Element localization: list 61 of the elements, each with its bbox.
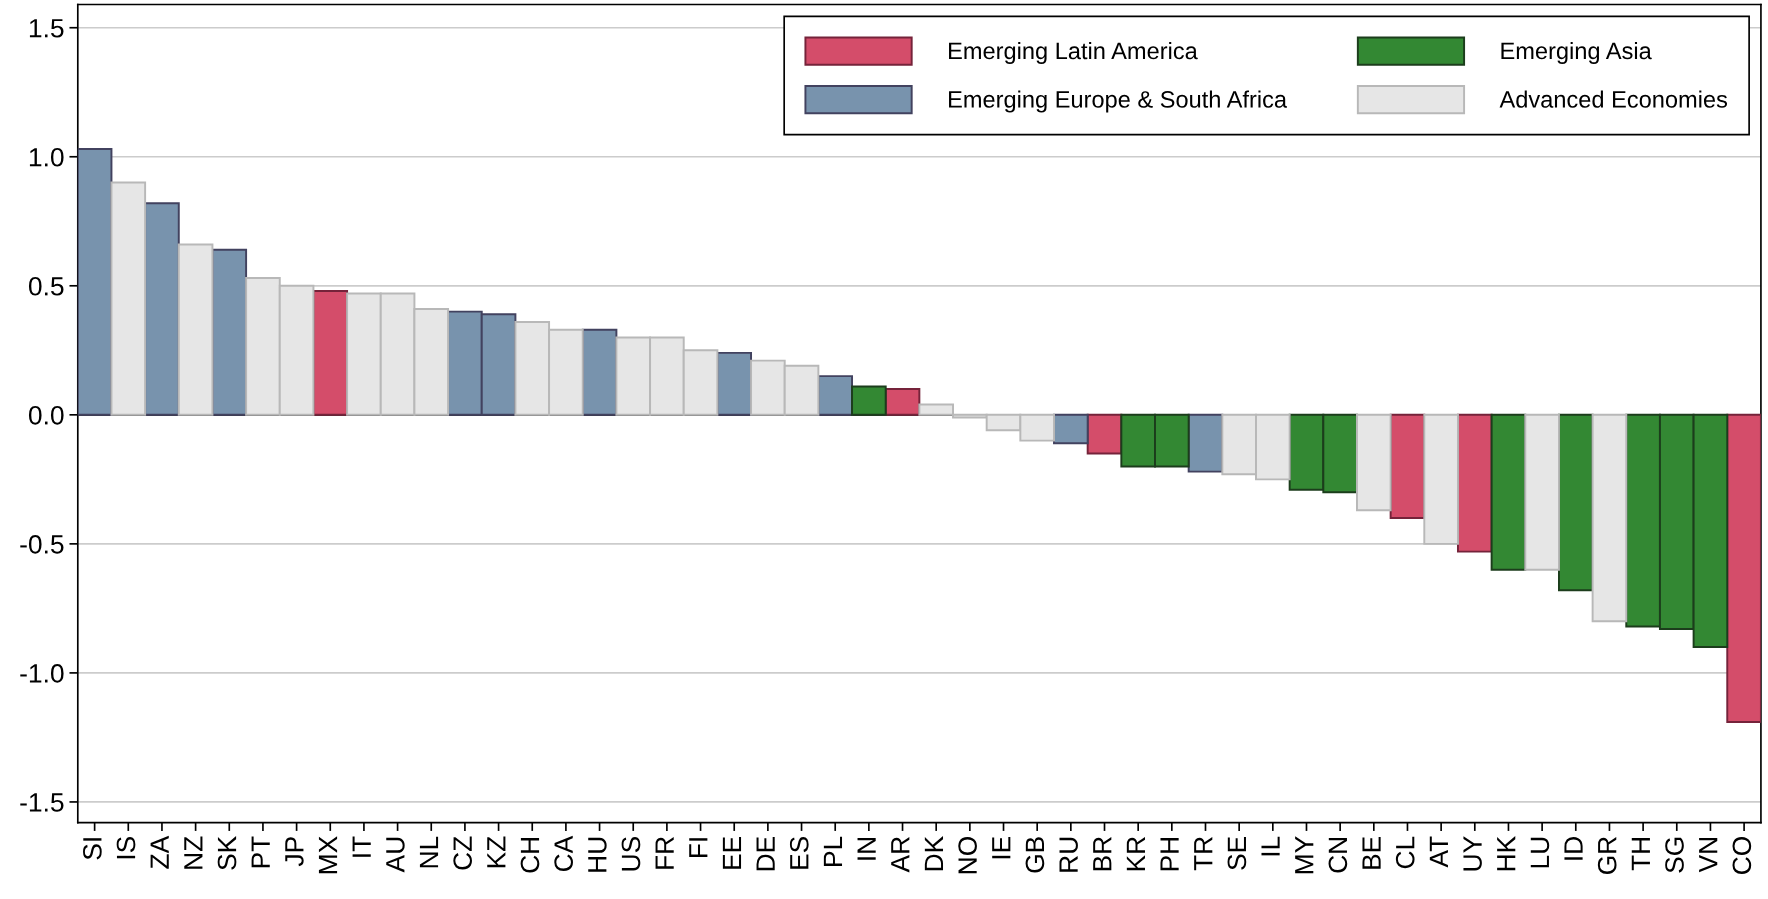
x-tick-label: AU: [386, 837, 405, 873]
x-tick-label: BR: [1093, 837, 1112, 871]
y-tick-label: -1.0: [20, 664, 64, 683]
x-tick-label: HK: [1497, 836, 1516, 871]
legend-label: Emerging Asia: [1501, 41, 1652, 64]
x-tick-label: DE: [756, 836, 775, 871]
x-tick-label: AR: [891, 837, 910, 873]
x-tick-label: CN: [1328, 837, 1348, 873]
legend-label: Emerging Latin America: [949, 41, 1198, 64]
x-tick-label: US: [621, 836, 641, 871]
x-tick-label: CZ: [453, 836, 472, 870]
y-tick-label: 0.0: [28, 405, 64, 425]
x-tick-label: FI: [689, 838, 708, 858]
x-tick-label: SG: [1665, 837, 1684, 873]
x-tick-label: NZ: [184, 836, 203, 869]
x-tick-label: CL: [1395, 836, 1415, 869]
legend-label: Emerging Europe & South Africa: [949, 90, 1288, 113]
x-tick-label: IE: [992, 836, 1011, 859]
x-tick-label: AT: [1429, 836, 1448, 868]
x-tick-label: ZA: [150, 835, 169, 869]
x-tick-label: GR: [1597, 837, 1617, 875]
x-tick-label: CA: [554, 835, 573, 872]
x-tick-label: VN: [1699, 837, 1718, 873]
x-tick-label: PH: [1160, 837, 1179, 871]
x-tick-label: KZ: [487, 836, 506, 868]
x-tick-label: NL: [419, 836, 439, 868]
x-tick-label: CH: [520, 837, 540, 873]
x-tick-label: RU: [1059, 837, 1078, 872]
y-tick-label: 1.0: [29, 147, 64, 167]
y-tick-label: -0.5: [20, 535, 64, 554]
x-tick-label: TR: [1194, 837, 1213, 871]
x-tick-label: JP: [285, 837, 304, 867]
x-tick-label: SI: [83, 838, 102, 860]
x-tick-label: IS: [116, 836, 136, 859]
x-tick-label: UY: [1463, 836, 1482, 871]
x-tick-label: KR: [1126, 837, 1145, 871]
x-tick-label: IN: [857, 837, 876, 860]
x-tick-label: IT: [352, 836, 371, 857]
x-tick-label: TH: [1631, 837, 1650, 871]
x-tick-label: ID: [1564, 837, 1583, 860]
x-tick-label: ES: [789, 836, 809, 869]
x-tick-label: NO: [958, 837, 977, 874]
x-tick-label: CO: [1732, 837, 1752, 875]
x-tick-label: HU: [588, 837, 607, 872]
x-tick-label: PT: [251, 836, 270, 868]
x-tick-label: EE: [722, 836, 742, 869]
x-tick-label: BE: [1362, 836, 1381, 869]
x-tick-label: LU: [1530, 837, 1550, 868]
x-tick-label: SK: [217, 836, 237, 870]
y-tick-label: -1.5: [20, 793, 64, 812]
legend-label: Advanced Economies: [1499, 90, 1728, 108]
x-tick-label: IL: [1261, 836, 1280, 856]
x-tick-label: SE: [1227, 836, 1247, 870]
x-tick-label: FR: [655, 837, 674, 869]
y-tick-label: 1.5: [29, 19, 64, 38]
y-tick-label: 0.5: [28, 276, 64, 296]
x-tick-label: MX: [318, 836, 338, 874]
x-tick-label: GB: [1025, 837, 1045, 873]
x-tick-label: PL: [823, 836, 843, 866]
x-tick-label: DK: [924, 836, 944, 871]
x-tick-label: MY: [1295, 836, 1314, 874]
